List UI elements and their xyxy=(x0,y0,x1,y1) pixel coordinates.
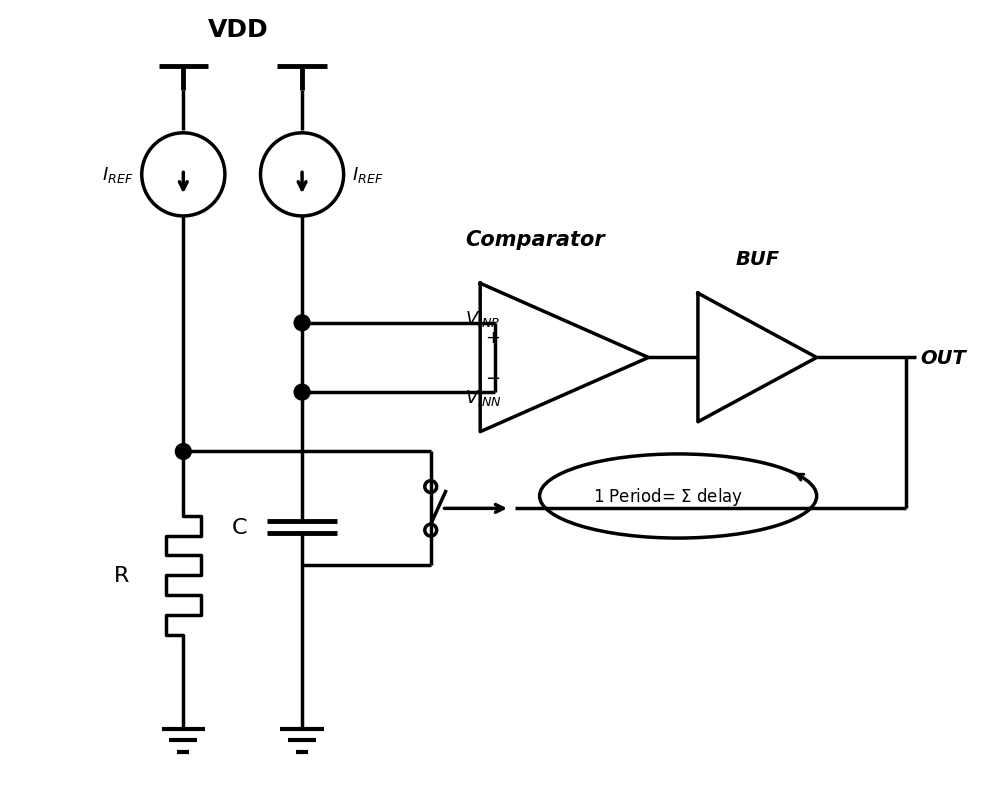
Text: 1 Period= $\Sigma$ delay: 1 Period= $\Sigma$ delay xyxy=(593,485,743,508)
Circle shape xyxy=(175,444,191,460)
Text: C: C xyxy=(232,517,248,537)
Text: −: − xyxy=(485,370,500,387)
Text: $I_{REF}$: $I_{REF}$ xyxy=(352,165,383,185)
Text: $V_{INP}$: $V_{INP}$ xyxy=(465,309,500,329)
Text: BUF: BUF xyxy=(735,250,779,269)
Text: $V_{INN}$: $V_{INN}$ xyxy=(465,387,502,407)
Text: OUT: OUT xyxy=(921,349,966,367)
Circle shape xyxy=(294,385,310,400)
Text: Comparator: Comparator xyxy=(465,229,604,249)
Text: R: R xyxy=(114,565,129,585)
Text: +: + xyxy=(485,328,500,346)
Text: $I_{REF}$: $I_{REF}$ xyxy=(102,165,134,185)
Circle shape xyxy=(294,315,310,331)
Text: VDD: VDD xyxy=(207,18,268,42)
